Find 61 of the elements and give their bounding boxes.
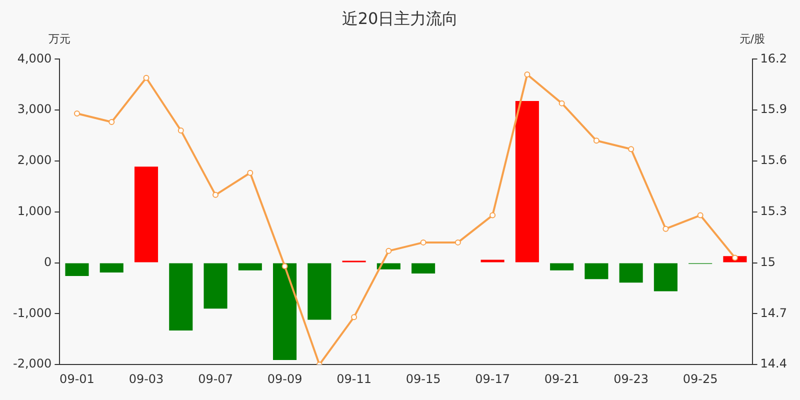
y-axis-title: 万元 [48,32,71,46]
bar [584,263,608,280]
bar [550,263,574,270]
x-tick-label: 09-17 [475,372,510,386]
y2-tick-label: 14.7 [760,306,787,320]
x-tick-label: 09-03 [128,372,164,386]
point [282,263,288,270]
bar [134,166,158,262]
bar [308,263,332,320]
y2-tick-label: 15.6 [760,153,787,168]
y-tick-label: -1,000 [12,306,52,320]
bar [619,263,643,283]
y-tick-label: 1,000 [17,204,52,218]
x-tick-label: 09-23 [614,372,649,386]
y-tick-label: 3,000 [17,102,52,116]
point [178,127,184,134]
y2-tick-label: 16.2 [760,51,787,66]
point [732,254,738,261]
y2-tick-label: 15.3 [760,204,787,218]
x-tick-label: 09-07 [198,372,233,386]
x-tick-label: 09-01 [60,372,94,386]
point [628,146,634,152]
y2-tick-label: 15 [760,254,776,269]
bar [480,260,504,262]
point [697,212,704,218]
y-tick-label: 4,000 [17,51,52,66]
point [247,170,254,176]
bar [204,263,228,309]
point [212,192,219,198]
bar [654,263,678,292]
point [386,248,392,254]
bar [100,263,124,272]
x-tick-label: 09-15 [406,372,441,386]
point [420,239,426,246]
point [524,71,530,78]
bar [238,263,262,270]
point [558,100,565,106]
bar [65,263,89,276]
y-tick-label: 0 [44,254,52,269]
point [662,226,669,232]
y-tick-label: 2,000 [17,153,52,168]
y-tick-label: -2,000 [12,356,52,371]
x-tick-label: 09-11 [336,372,372,386]
point [108,118,115,125]
bar [515,100,539,262]
bar [273,263,297,360]
point [143,74,150,81]
bar [169,263,193,330]
point [351,314,358,320]
point [74,110,80,116]
point [454,239,461,246]
point [490,212,496,218]
x-tick-label: 09-21 [544,372,580,386]
y2-tick-label: 14.4 [760,356,787,371]
point [593,138,600,144]
x-tick-label: 09-25 [682,372,718,386]
y2-axis-title: 元/股 [739,32,766,46]
y2-tick-label: 15.9 [760,102,787,116]
bar [412,263,436,274]
x-tick-label: 09-09 [267,372,302,386]
chart-title: 近20日主力流向 [342,8,458,28]
